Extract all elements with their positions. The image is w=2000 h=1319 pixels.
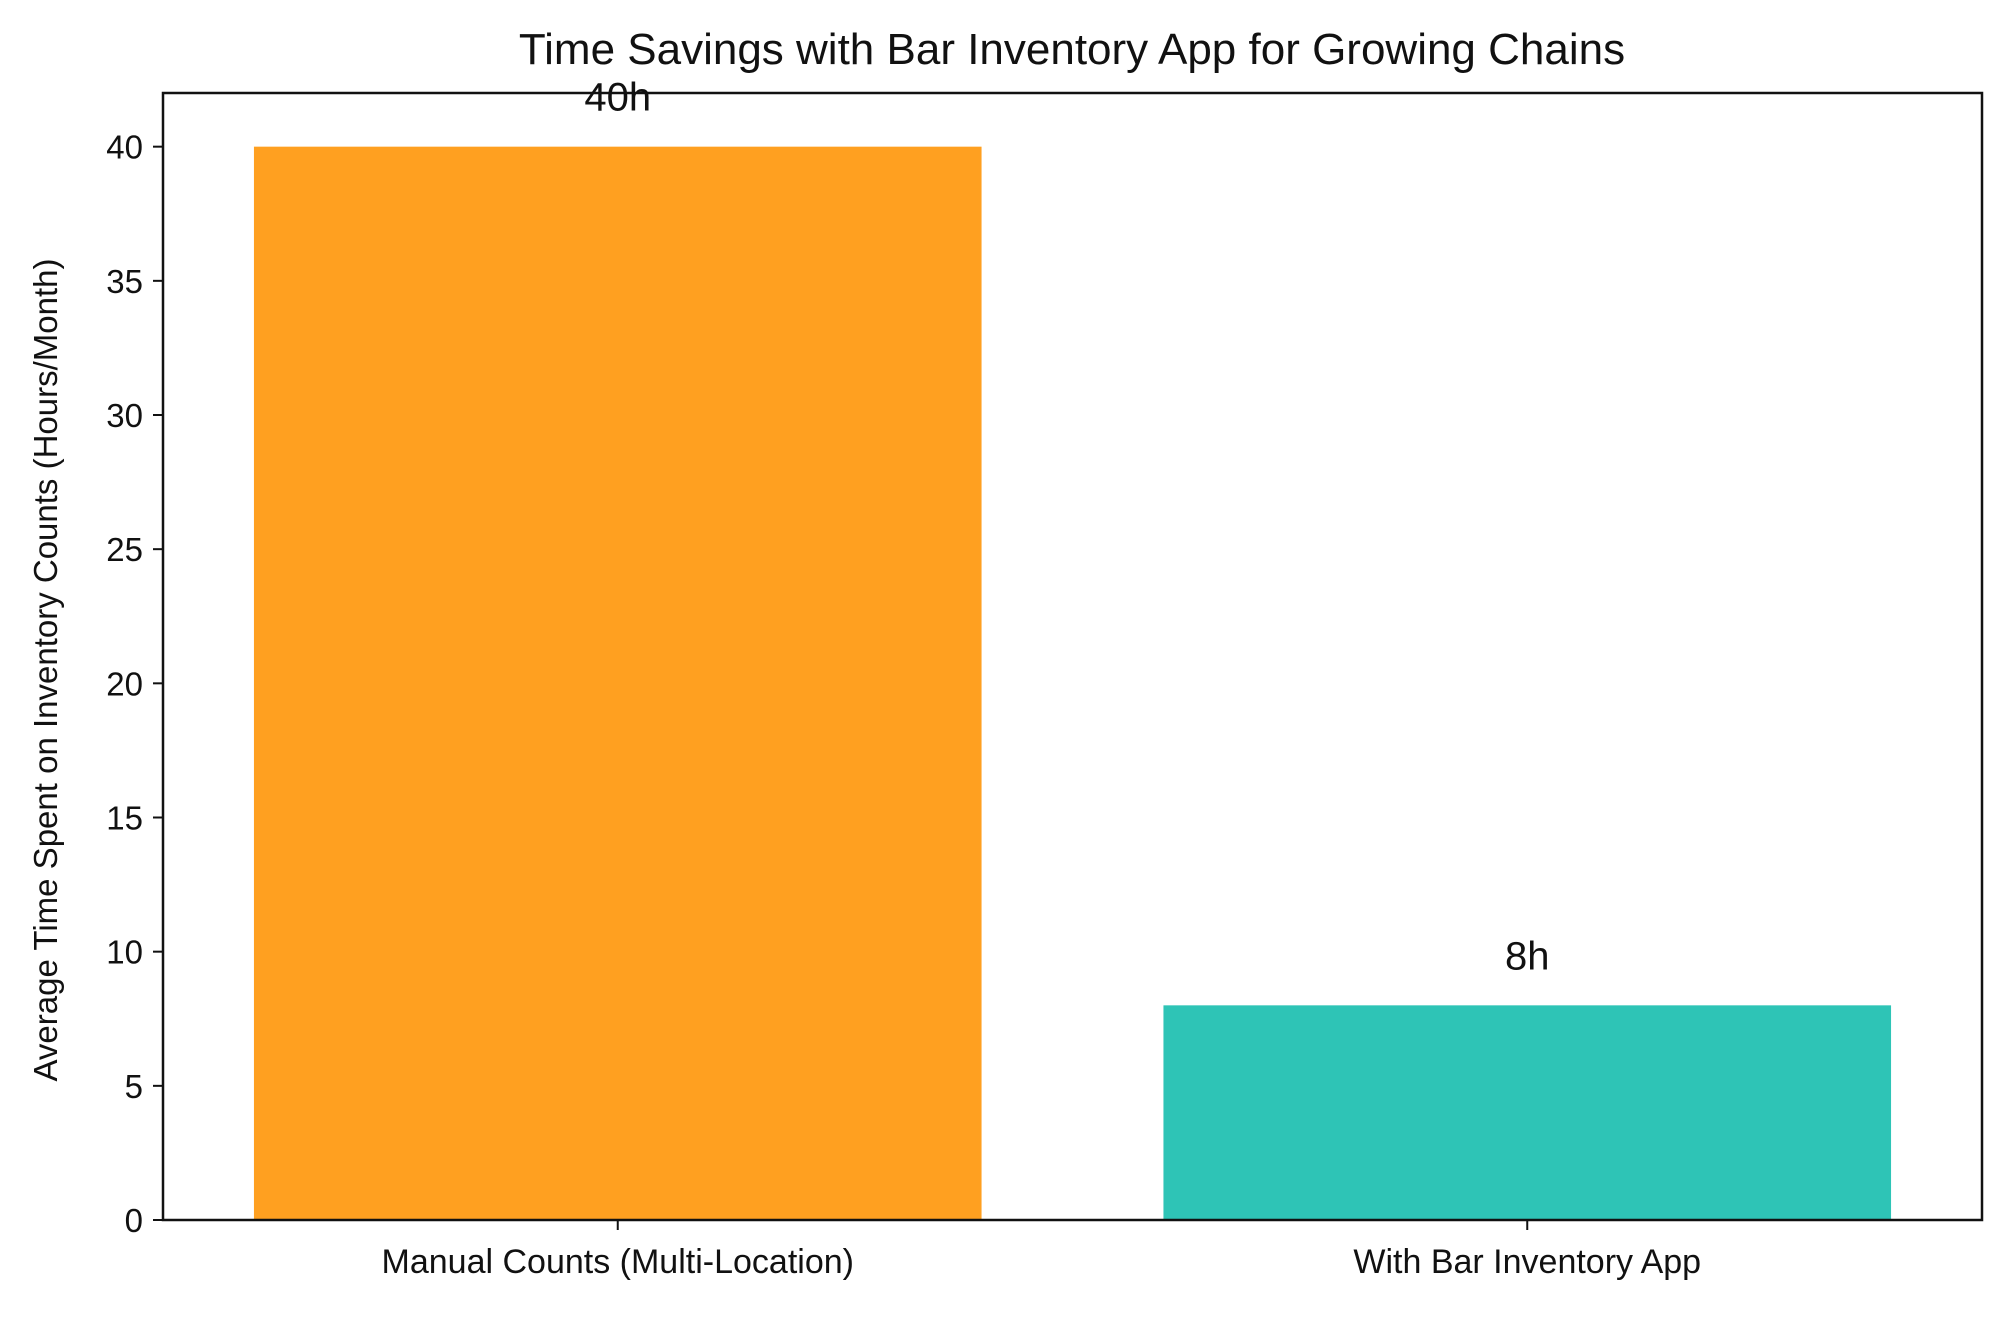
y-axis-label: Average Time Spent on Inventory Counts (…	[27, 259, 64, 1082]
value-label-1: 40h	[584, 76, 651, 120]
chart-title: Time Savings with Bar Inventory App for …	[519, 25, 1625, 74]
y-tick-label-5: 5	[125, 1068, 143, 1105]
value-labels-layer: 40h 8h	[584, 76, 1549, 979]
value-label-2: 8h	[1505, 934, 1550, 978]
x-tick-label-1: Manual Counts (Multi-Location)	[382, 1243, 854, 1281]
y-tick-label-10: 10	[106, 934, 143, 971]
y-tick-label-25: 25	[106, 531, 143, 568]
y-tick-label-15: 15	[106, 800, 143, 837]
y-ticks-layer: 0 5 10 15 20 25 30 35 40	[106, 129, 163, 1239]
bars-layer	[253, 146, 1892, 1221]
plot-area-frame	[161, 91, 1984, 1222]
y-tick-label-20: 20	[106, 665, 143, 702]
y-tick-label-35: 35	[106, 263, 143, 300]
y-tick-label-30: 30	[106, 397, 143, 434]
x-ticks-layer: Manual Counts (Multi-Location) With Bar I…	[382, 1220, 1701, 1281]
x-tick-label-2: With Bar Inventory App	[1353, 1243, 1701, 1281]
y-tick-label-0: 0	[125, 1202, 143, 1239]
bar-2	[1163, 1005, 1892, 1220]
bar-1	[253, 146, 982, 1221]
y-tick-label-40: 40	[106, 129, 143, 166]
